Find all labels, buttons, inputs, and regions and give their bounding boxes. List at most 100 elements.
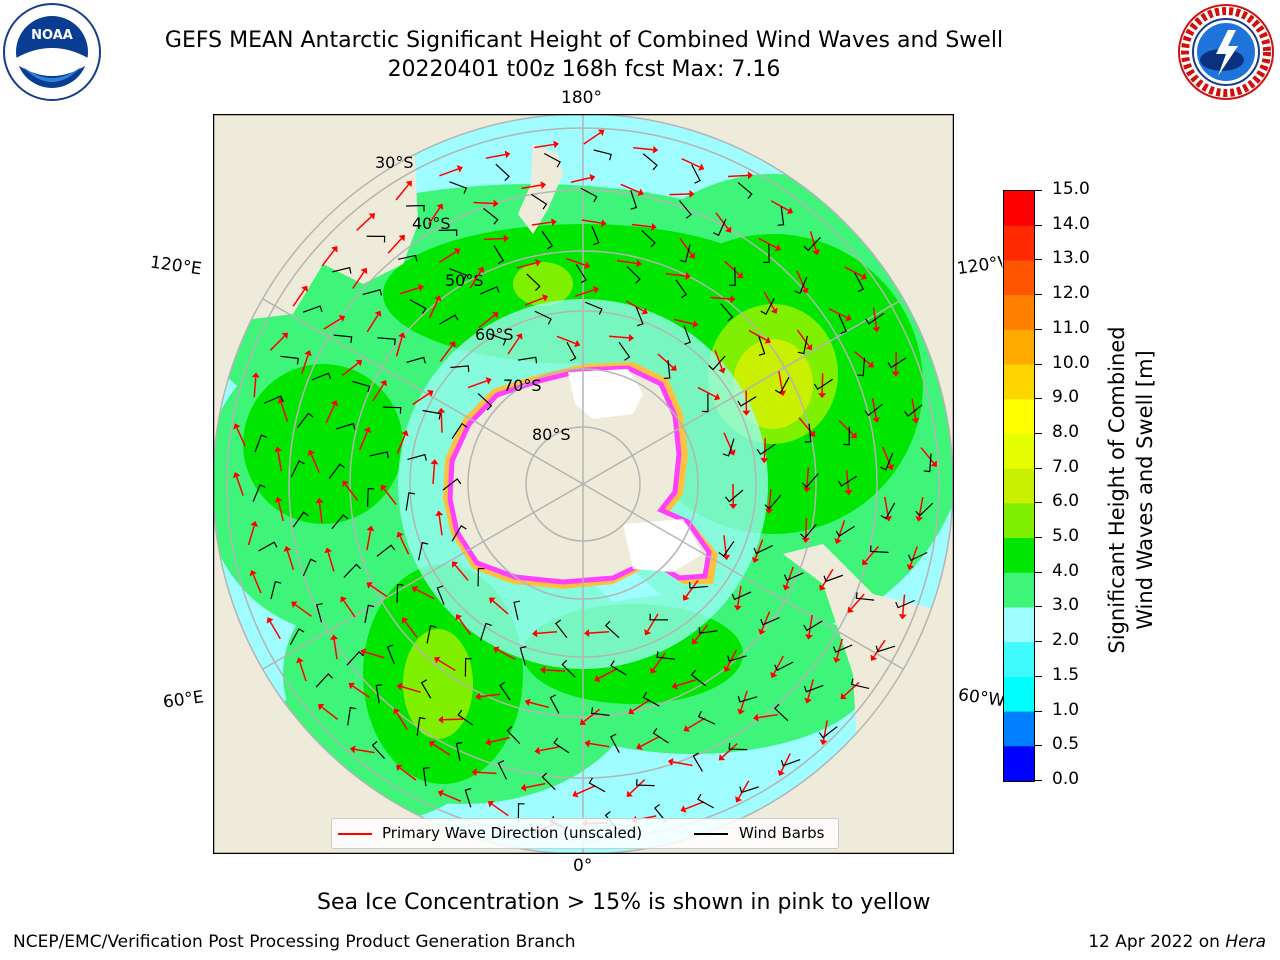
wave-direction-arrow <box>804 518 808 539</box>
wave-arrow-head <box>589 173 596 182</box>
wave-direction-arrow <box>763 291 775 310</box>
wave-arrow-head <box>733 605 742 611</box>
wind-barb <box>783 572 804 581</box>
title-line-1: GEFS MEAN Antarctic Significant Height o… <box>164 28 1004 53</box>
wave-direction-arrow <box>723 535 727 556</box>
wave-direction-arrow <box>516 262 537 269</box>
wave-direction-arrow <box>485 153 506 159</box>
wind-barb <box>837 475 857 487</box>
colorbar-tick-mark <box>1034 780 1042 781</box>
wave-arrow-head <box>340 596 347 603</box>
wave-direction-arrow <box>676 679 696 687</box>
wave-direction-arrow <box>909 546 918 566</box>
wind-barb <box>254 434 268 453</box>
colorbar-segment <box>1004 572 1034 608</box>
wave-arrow-head <box>434 656 441 664</box>
wave-direction-arrow <box>845 470 850 491</box>
wind-barb <box>290 460 305 478</box>
wave-direction-arrow <box>356 216 372 231</box>
wave-arrow-head <box>449 341 456 348</box>
wind-barb <box>725 489 744 503</box>
wave-direction-arrow <box>748 329 767 341</box>
wave-arrow-head <box>812 249 820 256</box>
wave-direction-arrow <box>911 398 917 419</box>
wind-barb <box>386 644 395 664</box>
colorbar-tick-label: 1.0 <box>1052 699 1080 720</box>
wave-arrow-head <box>307 449 315 456</box>
wave-direction-arrow <box>467 380 488 389</box>
wave-arrow-head <box>628 333 634 342</box>
wind-barb <box>895 599 915 609</box>
wind-barb <box>797 335 808 355</box>
wind-barb <box>697 710 716 725</box>
wind-barb <box>457 709 474 726</box>
wave-arrow-head <box>405 180 412 187</box>
colorbar-tick-label: 12.0 <box>1052 283 1090 304</box>
wave-direction-arrow <box>438 515 443 536</box>
wave-arrow-head <box>301 285 308 292</box>
colorbar-tick-label: 8.0 <box>1052 421 1080 442</box>
wave-direction-arrow <box>372 383 385 402</box>
colorbar-tick-label: 0.0 <box>1052 769 1080 789</box>
wave-direction-arrow <box>399 287 420 295</box>
wave-arrow-head <box>489 597 496 604</box>
wind-barb <box>292 511 309 528</box>
wind-barb <box>739 786 759 794</box>
wave-direction-arrow <box>269 621 281 640</box>
wave-arrow-head <box>872 326 881 333</box>
wave-arrow-head <box>456 165 463 173</box>
wave-direction-arrow <box>647 613 659 632</box>
wave-arrow-head <box>685 271 691 280</box>
wave-arrow-head <box>398 332 406 339</box>
wave-direction-arrow <box>525 782 546 789</box>
wave-direction-arrow <box>458 617 472 636</box>
wave-arrow-head <box>718 754 726 761</box>
wave-arrow-head <box>636 742 643 750</box>
wave-arrow-head <box>266 617 274 624</box>
wind-barb <box>609 733 620 753</box>
wind-barb <box>756 443 776 456</box>
wind-barb <box>758 336 766 356</box>
lat-label-70s: 70°S <box>503 376 542 395</box>
wave-direction-arrow <box>770 200 790 212</box>
wave-arrow-head <box>747 171 753 180</box>
wave-direction-arrow <box>480 693 501 698</box>
wave-arrow-head <box>368 213 375 220</box>
wave-direction-arrow <box>439 168 459 177</box>
wave-direction-arrow <box>387 237 403 254</box>
wave-direction-arrow <box>758 713 779 719</box>
wave-direction-arrow <box>437 659 456 672</box>
colorbar-segment <box>1004 329 1034 366</box>
wind-barb <box>718 540 735 557</box>
wave-direction-arrow <box>854 351 871 365</box>
wind-barb <box>422 767 430 787</box>
wind-barb <box>832 644 853 653</box>
wave-arrow-head <box>670 364 677 371</box>
wave-arrow-head <box>845 314 852 322</box>
wave-direction-arrow <box>608 335 630 339</box>
wind-barb <box>580 187 598 203</box>
wave-arrow-head <box>584 739 591 748</box>
wave-direction-arrow <box>235 476 244 496</box>
colorbar-segment <box>1004 607 1034 643</box>
wave-direction-arrow <box>325 404 336 424</box>
wave-arrow-head <box>737 708 745 715</box>
sea-ice-caption: Sea Ice Concentration > 15% is shown in … <box>317 890 931 915</box>
wind-barb <box>630 190 638 210</box>
wave-arrow-head <box>682 594 690 601</box>
wind-barb <box>364 604 375 624</box>
colorbar-tick-label: 7.0 <box>1052 456 1080 477</box>
wave-direction-arrow <box>684 801 705 810</box>
colorbar-segment <box>1004 295 1034 331</box>
wave-arrow-head <box>493 646 500 654</box>
wave-arrow-head <box>374 310 382 318</box>
wave-arrow-head <box>764 336 771 344</box>
wind-barb <box>838 314 847 335</box>
colorbar-tick-label: 11.0 <box>1052 317 1090 338</box>
wave-arrow-head <box>324 547 333 554</box>
wave-arrow-head <box>667 757 674 766</box>
wave-arrow-head <box>844 489 853 496</box>
colorbar-tick-label: 9.0 <box>1052 387 1080 408</box>
wave-arrow-head <box>592 285 599 294</box>
wind-barb <box>904 404 923 417</box>
